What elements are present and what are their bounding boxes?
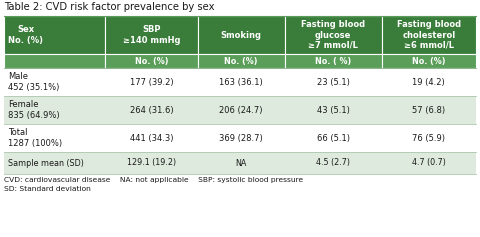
Bar <box>285 68 382 96</box>
Bar <box>198 68 285 96</box>
Bar <box>198 96 285 124</box>
Text: Smoking: Smoking <box>221 31 262 40</box>
Text: 76 (5.9): 76 (5.9) <box>412 133 445 142</box>
Text: SD: Standard deviation: SD: Standard deviation <box>4 186 91 192</box>
Text: 23 (5.1): 23 (5.1) <box>317 77 349 87</box>
Text: SBP
≥140 mmHg: SBP ≥140 mmHg <box>123 25 180 45</box>
Text: Female
835 (64.9%): Female 835 (64.9%) <box>8 100 60 120</box>
Text: Sex
No. (%): Sex No. (%) <box>8 25 43 45</box>
Text: Sample mean (SD): Sample mean (SD) <box>8 159 84 168</box>
Text: 129.1 (19.2): 129.1 (19.2) <box>127 159 176 168</box>
Text: Male
452 (35.1%): Male 452 (35.1%) <box>8 72 60 92</box>
Bar <box>382 124 476 152</box>
Text: 369 (28.7): 369 (28.7) <box>219 133 263 142</box>
Bar <box>4 16 106 54</box>
Bar <box>106 124 198 152</box>
Bar <box>4 54 106 68</box>
Text: 206 (24.7): 206 (24.7) <box>219 105 263 114</box>
Text: 19 (4.2): 19 (4.2) <box>412 77 445 87</box>
Bar <box>198 16 285 54</box>
Bar <box>382 54 476 68</box>
Text: CVD: cardiovascular disease    NA: not applicable    SBP: systolic blood pressur: CVD: cardiovascular disease NA: not appl… <box>4 177 303 183</box>
Bar <box>382 152 476 174</box>
Bar <box>106 152 198 174</box>
Bar <box>382 96 476 124</box>
Text: Total
1287 (100%): Total 1287 (100%) <box>8 128 62 148</box>
Text: Table 2: CVD risk factor prevalence by sex: Table 2: CVD risk factor prevalence by s… <box>4 2 215 12</box>
Text: 4.5 (2.7): 4.5 (2.7) <box>316 159 350 168</box>
Text: 163 (36.1): 163 (36.1) <box>219 77 263 87</box>
Text: No. ( %): No. ( %) <box>315 56 351 65</box>
Text: No. (%): No. (%) <box>135 56 168 65</box>
Bar <box>106 54 198 68</box>
Text: 4.7 (0.7): 4.7 (0.7) <box>412 159 446 168</box>
Bar <box>285 54 382 68</box>
Text: 177 (39.2): 177 (39.2) <box>130 77 173 87</box>
Bar <box>382 16 476 54</box>
Bar <box>198 124 285 152</box>
Bar <box>198 152 285 174</box>
Bar <box>285 124 382 152</box>
Text: 66 (5.1): 66 (5.1) <box>317 133 350 142</box>
Text: No. (%): No. (%) <box>225 56 258 65</box>
Bar <box>285 16 382 54</box>
Text: 441 (34.3): 441 (34.3) <box>130 133 173 142</box>
Bar <box>382 68 476 96</box>
Text: 57 (6.8): 57 (6.8) <box>412 105 445 114</box>
Text: No. (%): No. (%) <box>412 56 445 65</box>
Bar <box>198 54 285 68</box>
Bar <box>285 152 382 174</box>
Bar <box>4 152 106 174</box>
Bar <box>106 68 198 96</box>
Text: NA: NA <box>236 159 247 168</box>
Text: 43 (5.1): 43 (5.1) <box>317 105 349 114</box>
Text: Fasting blood
glucose
≥7 mmol/L: Fasting blood glucose ≥7 mmol/L <box>301 20 365 50</box>
Bar <box>106 96 198 124</box>
Bar <box>106 16 198 54</box>
Bar <box>4 68 106 96</box>
Bar <box>285 96 382 124</box>
Text: Fasting blood
cholesterol
≥6 mmol/L: Fasting blood cholesterol ≥6 mmol/L <box>397 20 461 50</box>
Text: 264 (31.6): 264 (31.6) <box>130 105 173 114</box>
Bar <box>4 96 106 124</box>
Bar <box>4 124 106 152</box>
